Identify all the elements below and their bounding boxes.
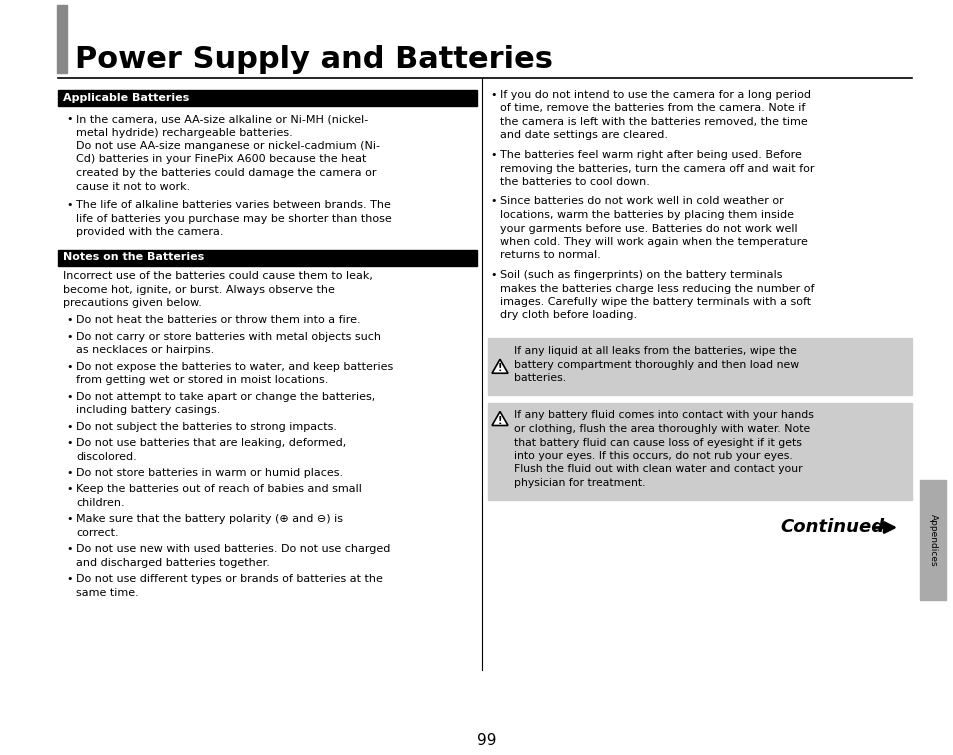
Text: If you do not intend to use the camera for a long period: If you do not intend to use the camera f…	[499, 90, 810, 100]
Text: returns to normal.: returns to normal.	[499, 251, 600, 260]
Text: Cd) batteries in your FinePix A600 because the heat: Cd) batteries in your FinePix A600 becau…	[76, 155, 366, 165]
Text: Do not use different types or brands of batteries at the: Do not use different types or brands of …	[76, 575, 382, 584]
Text: images. Carefully wipe the battery terminals with a soft: images. Carefully wipe the battery termi…	[499, 297, 810, 307]
Text: your garments before use. Batteries do not work well: your garments before use. Batteries do n…	[499, 223, 797, 233]
Text: that battery fluid can cause loss of eyesight if it gets: that battery fluid can cause loss of eye…	[514, 437, 801, 448]
Text: Make sure that the battery polarity (⊕ and ⊖) is: Make sure that the battery polarity (⊕ a…	[76, 514, 343, 525]
Text: when cold. They will work again when the temperature: when cold. They will work again when the…	[499, 237, 807, 247]
Text: of time, remove the batteries from the camera. Note if: of time, remove the batteries from the c…	[499, 103, 804, 113]
Text: the batteries to cool down.: the batteries to cool down.	[499, 177, 649, 187]
Text: Appendices: Appendices	[927, 513, 937, 566]
Text: provided with the camera.: provided with the camera.	[76, 227, 223, 237]
Bar	[488, 402, 911, 500]
Text: Continued: Continued	[780, 517, 883, 535]
Text: Do not heat the batteries or throw them into a fire.: Do not heat the batteries or throw them …	[76, 315, 360, 325]
Polygon shape	[492, 359, 507, 373]
Text: the camera is left with the batteries removed, the time: the camera is left with the batteries re…	[499, 117, 807, 127]
Text: •: •	[66, 392, 72, 402]
Bar	[58, 90, 476, 106]
Text: created by the batteries could damage the camera or: created by the batteries could damage th…	[76, 168, 376, 178]
Text: Flush the fluid out with clean water and contact your: Flush the fluid out with clean water and…	[514, 464, 801, 474]
Text: discolored.: discolored.	[76, 451, 136, 461]
Text: Do not attempt to take apart or change the batteries,: Do not attempt to take apart or change t…	[76, 392, 375, 402]
Text: Keep the batteries out of reach of babies and small: Keep the batteries out of reach of babie…	[76, 485, 361, 495]
Text: battery compartment thoroughly and then load new: battery compartment thoroughly and then …	[514, 359, 799, 369]
Text: and discharged batteries together.: and discharged batteries together.	[76, 558, 270, 568]
Text: 99: 99	[476, 733, 497, 748]
Text: removing the batteries, turn the camera off and wait for: removing the batteries, turn the camera …	[499, 164, 814, 174]
Text: Do not use AA-size manganese or nickel-cadmium (Ni-: Do not use AA-size manganese or nickel-c…	[76, 141, 379, 151]
Bar	[57, 5, 67, 73]
Text: •: •	[66, 514, 72, 525]
Text: •: •	[66, 575, 72, 584]
Text: •: •	[66, 114, 72, 124]
Bar	[919, 480, 945, 600]
Text: •: •	[490, 196, 496, 207]
Text: cause it not to work.: cause it not to work.	[76, 181, 190, 192]
Text: •: •	[66, 421, 72, 432]
Text: same time.: same time.	[76, 588, 138, 598]
Bar	[58, 249, 476, 266]
Text: •: •	[490, 90, 496, 100]
Text: •: •	[66, 362, 72, 371]
Text: Notes on the Batteries: Notes on the Batteries	[63, 252, 204, 263]
Text: Applicable Batteries: Applicable Batteries	[63, 93, 189, 103]
Text: Incorrect use of the batteries could cause them to leak,: Incorrect use of the batteries could cau…	[63, 272, 373, 282]
Text: from getting wet or stored in moist locations.: from getting wet or stored in moist loca…	[76, 375, 328, 385]
Text: The life of alkaline batteries varies between brands. The: The life of alkaline batteries varies be…	[76, 200, 391, 210]
Bar	[488, 338, 911, 395]
Text: If any liquid at all leaks from the batteries, wipe the: If any liquid at all leaks from the batt…	[514, 346, 796, 356]
Text: and date settings are cleared.: and date settings are cleared.	[499, 131, 667, 140]
Text: become hot, ignite, or burst. Always observe the: become hot, ignite, or burst. Always obs…	[63, 285, 335, 295]
Text: •: •	[66, 544, 72, 554]
Polygon shape	[492, 411, 507, 426]
Text: Soil (such as fingerprints) on the battery terminals: Soil (such as fingerprints) on the batte…	[499, 270, 781, 280]
Text: If any battery fluid comes into contact with your hands: If any battery fluid comes into contact …	[514, 411, 813, 421]
Text: Do not subject the batteries to strong impacts.: Do not subject the batteries to strong i…	[76, 421, 336, 432]
Text: children.: children.	[76, 498, 125, 508]
Text: metal hydride) rechargeable batteries.: metal hydride) rechargeable batteries.	[76, 128, 293, 137]
Text: Since batteries do not work well in cold weather or: Since batteries do not work well in cold…	[499, 196, 783, 207]
Text: Do not carry or store batteries with metal objects such: Do not carry or store batteries with met…	[76, 331, 380, 341]
Text: The batteries feel warm right after being used. Before: The batteries feel warm right after bein…	[499, 150, 801, 160]
Text: as necklaces or hairpins.: as necklaces or hairpins.	[76, 345, 214, 355]
Text: batteries.: batteries.	[514, 373, 565, 383]
Text: •: •	[66, 200, 72, 210]
Text: correct.: correct.	[76, 528, 118, 538]
Text: Do not use batteries that are leaking, deformed,: Do not use batteries that are leaking, d…	[76, 438, 346, 448]
Text: into your eyes. If this occurs, do not rub your eyes.: into your eyes. If this occurs, do not r…	[514, 451, 792, 461]
Text: dry cloth before loading.: dry cloth before loading.	[499, 310, 637, 321]
Text: •: •	[66, 315, 72, 325]
Text: •: •	[490, 150, 496, 160]
Text: Do not use new with used batteries. Do not use charged: Do not use new with used batteries. Do n…	[76, 544, 390, 554]
Text: !: !	[497, 415, 501, 426]
Text: locations, warm the batteries by placing them inside: locations, warm the batteries by placing…	[499, 210, 793, 220]
Text: •: •	[66, 438, 72, 448]
Text: precautions given below.: precautions given below.	[63, 298, 202, 309]
Text: physician for treatment.: physician for treatment.	[514, 478, 645, 488]
Text: including battery casings.: including battery casings.	[76, 405, 220, 415]
Text: •: •	[66, 331, 72, 341]
Text: •: •	[490, 270, 496, 280]
Text: life of batteries you purchase may be shorter than those: life of batteries you purchase may be sh…	[76, 214, 392, 223]
Text: In the camera, use AA-size alkaline or Ni-MH (nickel-: In the camera, use AA-size alkaline or N…	[76, 114, 368, 124]
Text: Do not store batteries in warm or humid places.: Do not store batteries in warm or humid …	[76, 468, 343, 478]
Text: or clothing, flush the area thoroughly with water. Note: or clothing, flush the area thoroughly w…	[514, 424, 809, 434]
Text: •: •	[66, 485, 72, 495]
Text: makes the batteries charge less reducing the number of: makes the batteries charge less reducing…	[499, 283, 814, 294]
Text: !: !	[497, 363, 501, 373]
Text: •: •	[66, 468, 72, 478]
Text: Do not expose the batteries to water, and keep batteries: Do not expose the batteries to water, an…	[76, 362, 393, 371]
Text: Power Supply and Batteries: Power Supply and Batteries	[75, 45, 553, 74]
